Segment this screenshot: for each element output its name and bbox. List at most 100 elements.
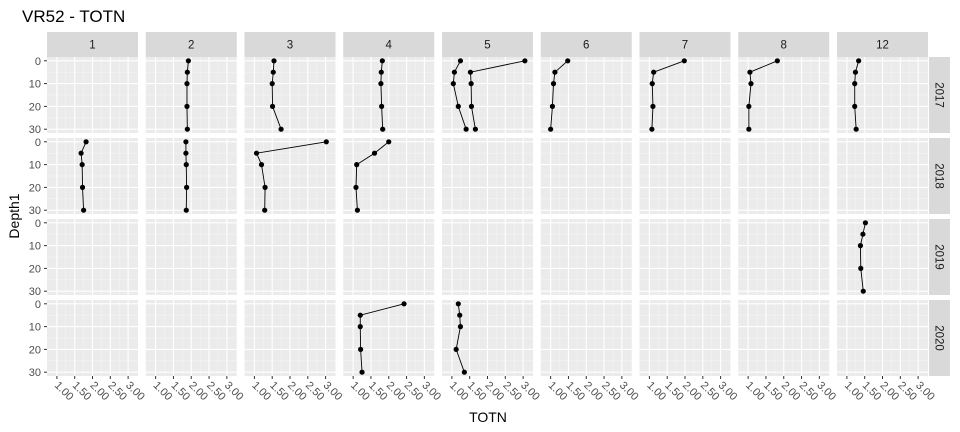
row-strip-2019: 2019 — [929, 219, 950, 295]
strip-background — [929, 300, 950, 376]
data-point — [468, 81, 474, 87]
data-point — [852, 81, 858, 87]
data-point — [852, 103, 858, 109]
strip-background — [837, 32, 928, 57]
panel-r0-c7 — [738, 57, 830, 133]
x-tick-label: 3.00 — [716, 379, 740, 403]
data-point — [184, 184, 190, 190]
panel-r1-c3 — [343, 138, 435, 214]
y-tick-label: 20 — [29, 182, 41, 194]
data-point — [453, 346, 459, 352]
column-strip-5: 5 — [442, 32, 533, 57]
y-tick-label: 10 — [29, 79, 41, 91]
y-tick-label: 0 — [35, 137, 41, 149]
panel-r1-c1 — [145, 138, 237, 214]
data-point — [371, 150, 378, 156]
data-point — [857, 243, 864, 249]
data-point — [378, 81, 384, 87]
panel-r0-c6 — [639, 57, 731, 133]
column-strip-1: 1 — [47, 32, 138, 57]
panel-r0-c8 — [837, 57, 928, 133]
x-tick-label: 1.00 — [151, 379, 175, 403]
x-tick-label: 2.50 — [797, 379, 821, 403]
data-point — [278, 126, 284, 132]
panel-r3-c5 — [540, 300, 632, 376]
data-point — [183, 162, 189, 168]
series-r1-c3 — [353, 139, 392, 213]
strip-background — [442, 32, 533, 57]
x-tick-label: 2.00 — [680, 379, 704, 403]
y-tick-label: 30 — [29, 124, 41, 136]
x-tick-label: 1.00 — [842, 379, 866, 403]
data-point — [78, 150, 84, 156]
data-point — [184, 126, 190, 132]
panel-r3-c8 — [837, 300, 928, 376]
data-point — [467, 69, 474, 75]
series-r0-c8 — [852, 58, 862, 132]
data-point — [468, 103, 475, 109]
data-point — [401, 301, 407, 307]
row-strip-label: 2020 — [933, 325, 945, 351]
column-strip-label: 2 — [188, 40, 194, 52]
x-tick-label: 1.00 — [348, 379, 372, 403]
data-point — [184, 103, 190, 109]
data-point — [455, 301, 461, 307]
series-r3-c3 — [357, 301, 407, 375]
data-point — [79, 162, 85, 168]
data-point — [262, 207, 268, 213]
data-point — [353, 184, 359, 190]
x-tick-label: 1.50 — [168, 379, 192, 403]
strip-background — [929, 138, 950, 214]
data-point — [852, 69, 859, 75]
x-tick-label: 3.00 — [518, 379, 542, 403]
panel-r3-c3 — [343, 300, 435, 376]
panel-r1-c2 — [244, 138, 336, 214]
data-point — [269, 103, 276, 109]
x-tick-label: 1.50 — [563, 379, 587, 403]
x-tick-label: 2.00 — [384, 379, 408, 403]
panel-r0-c2 — [244, 57, 336, 133]
x-tick-label: 2.00 — [581, 379, 605, 403]
panel-r2-c8 — [837, 219, 928, 295]
series-r1-c1 — [183, 139, 190, 213]
y-tick-label: 30 — [29, 367, 41, 379]
x-axes-layer: 1.001.502.002.503.00 1.001.502.002.503.00… — [52, 376, 937, 403]
strip-background — [540, 32, 632, 57]
x-tick-label: 1.50 — [761, 379, 785, 403]
data-point — [549, 103, 556, 109]
strip-background — [244, 32, 336, 57]
data-point — [457, 324, 464, 330]
panel-r0-c1 — [145, 57, 237, 133]
data-point — [461, 369, 467, 375]
series-r2-c8 — [857, 220, 869, 294]
row-strip-2018: 2018 — [929, 138, 950, 214]
series-r0-c7 — [746, 58, 780, 132]
data-point — [323, 139, 329, 145]
panel-r3-c1 — [145, 300, 237, 376]
data-point — [253, 150, 260, 156]
data-point — [359, 369, 365, 375]
data-point — [860, 231, 866, 237]
x-tick-label: 2.00 — [878, 379, 902, 403]
y-axis-title: Depth1 — [6, 193, 22, 238]
y-tick-label: 20 — [29, 344, 41, 356]
x-tick-label: 2.00 — [483, 379, 507, 403]
data-point — [463, 126, 469, 132]
data-point — [457, 312, 463, 318]
x-tick-label: 2.50 — [105, 379, 129, 403]
row-strip-label: 2017 — [933, 82, 945, 108]
column-strip-12: 12 — [837, 32, 928, 57]
data-point — [80, 207, 87, 213]
x-tick-label: 1.50 — [366, 379, 390, 403]
strip-background — [929, 57, 950, 133]
column-strip-label: 4 — [386, 40, 393, 52]
data-point — [472, 126, 478, 132]
strip-background — [145, 32, 237, 57]
x-tick-label: 2.00 — [285, 379, 309, 403]
column-strip-label: 6 — [583, 40, 589, 52]
x-tick-label: 1.50 — [70, 379, 94, 403]
column-strip-3: 3 — [244, 32, 336, 57]
column-strip-8: 8 — [738, 32, 830, 57]
x-tick-label: 3.00 — [321, 379, 345, 403]
